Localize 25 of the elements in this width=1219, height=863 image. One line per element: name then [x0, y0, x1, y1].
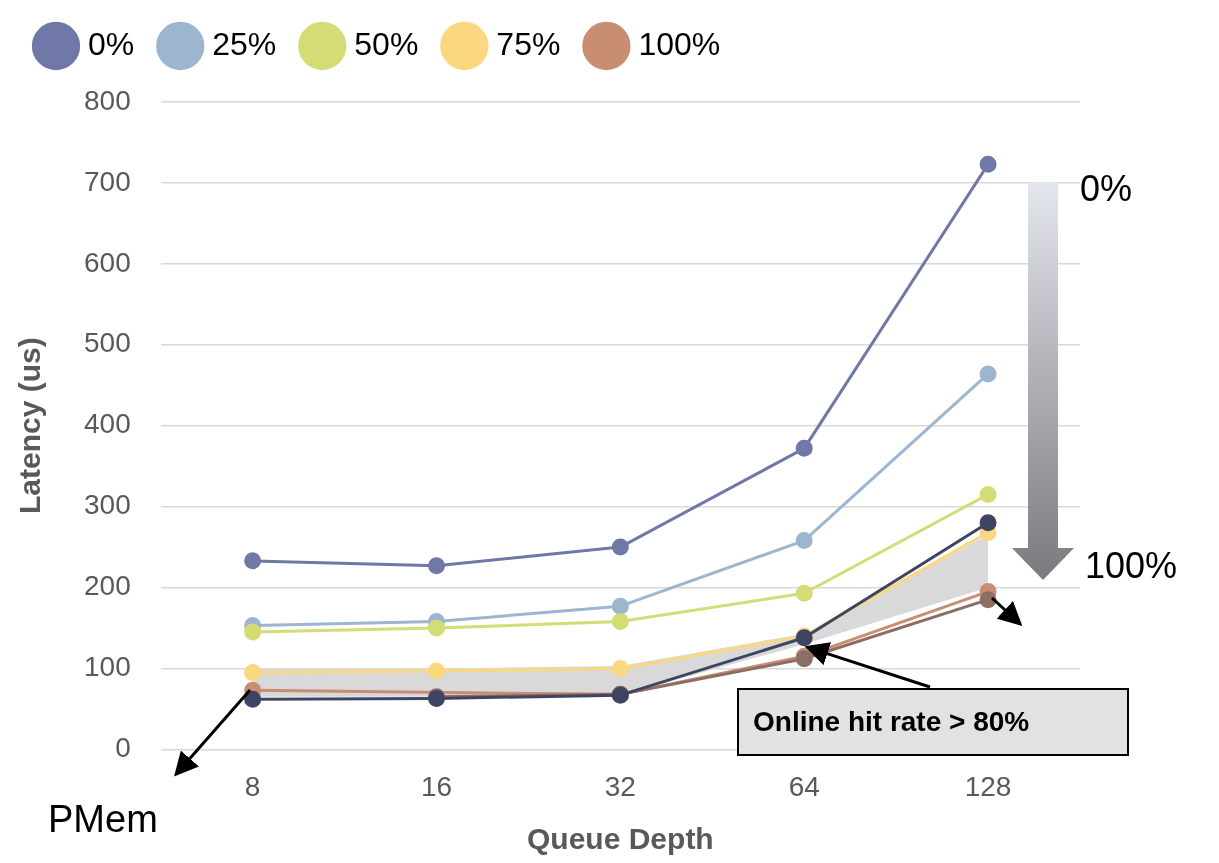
- x-tick-label: 16: [420, 770, 453, 802]
- note-box: Online hit rate > 80%: [737, 688, 1129, 756]
- x-tick-label: 8: [244, 770, 261, 802]
- x-tick-label: 128: [964, 770, 1012, 802]
- y-axis-title: Latency (us): [13, 337, 47, 515]
- y-tick-label: 500: [84, 327, 131, 359]
- y-tick-label: 800: [84, 84, 131, 116]
- x-tick-label: 64: [788, 770, 820, 802]
- text: 100%: [1085, 545, 1178, 587]
- y-tick-label: 200: [84, 570, 131, 602]
- legend-label: 0%: [88, 25, 135, 62]
- annotation: 0%: [1080, 168, 1133, 210]
- y-tick-label: 600: [84, 246, 131, 278]
- x-axis-title: Queue Depth: [527, 822, 714, 856]
- legend-label: 50%: [354, 25, 419, 62]
- y-tick-label: 0: [115, 732, 131, 764]
- y-tick-label: 100: [84, 651, 131, 683]
- legend-label: 100%: [638, 25, 721, 62]
- x-tick-label: 32: [604, 770, 636, 802]
- legend-label: 25%: [212, 25, 277, 62]
- y-tick-label: 300: [84, 489, 131, 521]
- text: PMem: [48, 798, 158, 841]
- legend-label: 75%: [496, 25, 561, 62]
- y-tick-label: 700: [84, 165, 131, 197]
- y-tick-label: 400: [84, 408, 131, 440]
